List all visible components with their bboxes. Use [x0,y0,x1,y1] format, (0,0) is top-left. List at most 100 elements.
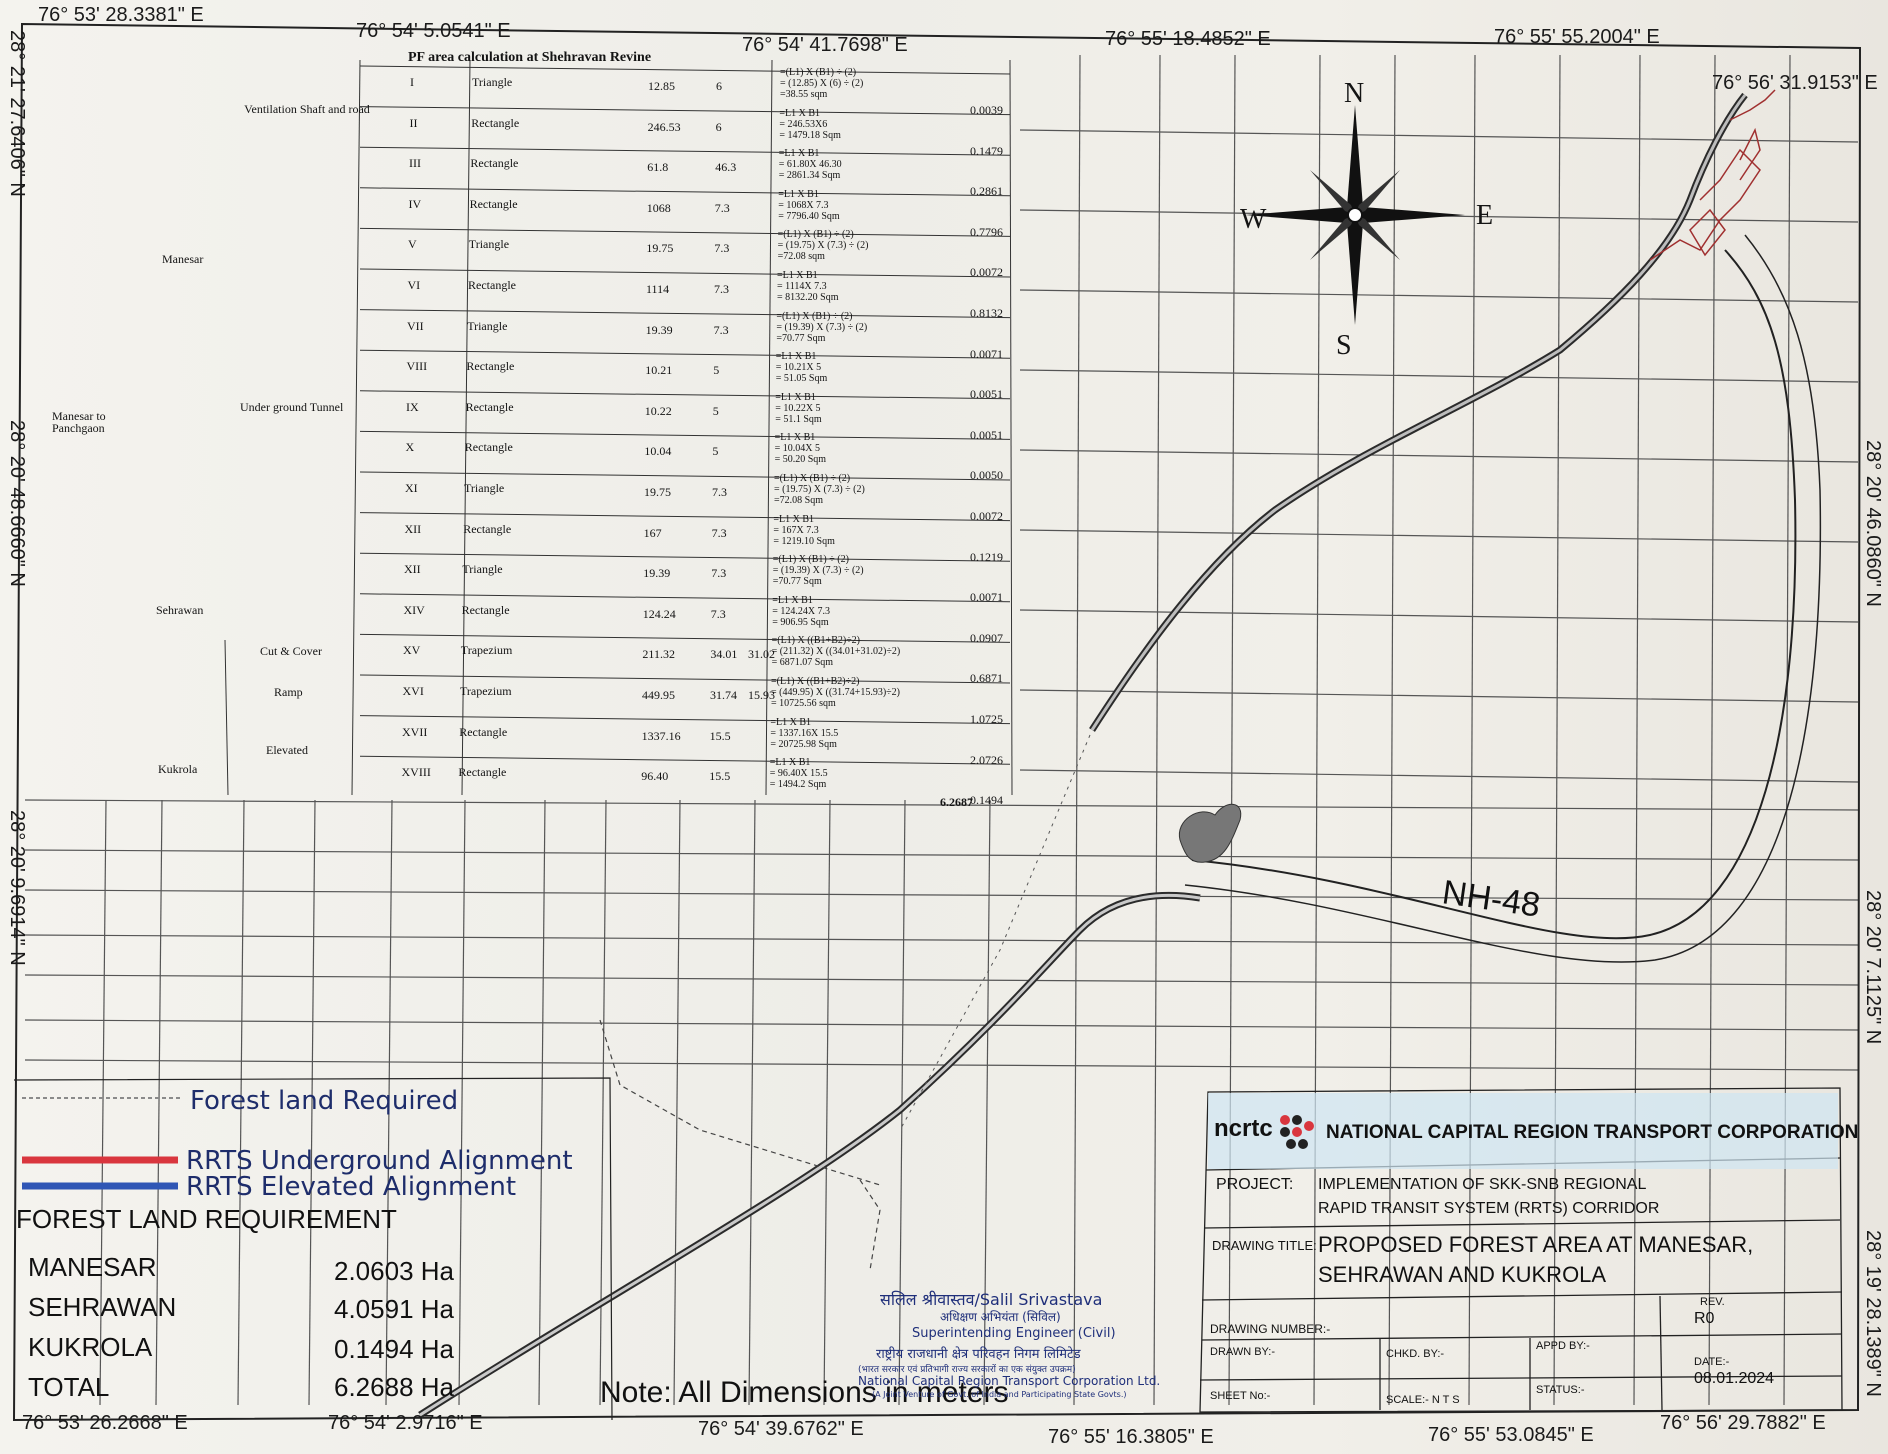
coord-bottom-5: 76° 55' 53.0845" E [1428,1424,1594,1446]
pf-row-line [359,674,1011,684]
pf-row-calc: = 6871.07 Sqm [771,657,834,669]
pf-row-calc: = 10.04X 5 [774,443,820,455]
pf-row-line [359,633,1011,643]
project-label: PROJECT: [1216,1176,1294,1193]
grid-v-line [538,799,546,1406]
pf-row-hectare: 0.6871 [970,671,1003,686]
pf-row-calc: =L1 X B1 [772,594,813,606]
compass-e: E [1476,200,1494,231]
grid-v-line [458,799,466,1406]
pf-row-b1: 7.3 [714,241,730,256]
label-elevated: Elevated [266,743,308,757]
pf-row-b1: 5 [713,363,720,378]
pf-row-calc: = 10.22X 5 [775,402,821,414]
pf-row-b2: 15.93 [748,688,775,702]
drawing-number-label: DRAWING NUMBER:- [1210,1322,1331,1336]
pf-row-no: XVII [402,724,428,739]
grid-h-line [24,849,1859,861]
grid-h-line [24,934,1859,946]
pf-row-calc: = 906.95 Sqm [772,616,829,628]
forest-patch [1178,803,1242,863]
grid-v-line [1468,54,1476,1406]
pf-row-b1: 6 [715,119,722,134]
grid-v-line [308,799,316,1406]
pf-row-no: II [409,115,418,130]
pf-row-calc: = 2861.34 Sqm [778,170,841,182]
grid-h-line [24,889,1859,901]
pf-row-calc: =72.08 Sqm [774,495,823,506]
pf-row-line [359,552,1011,562]
grid-v-line [673,799,681,1406]
forest-total-name: TOTAL [28,1372,110,1402]
pf-row-shape: Rectangle [459,724,508,739]
label-kukrola: Kukrola [158,762,198,776]
pf-row-no: III [409,156,421,171]
date-label: DATE:- [1694,1356,1730,1368]
forest-requirement-title: FOREST LAND REQUIREMENT [16,1204,397,1234]
pf-row-length: 211.32 [642,647,675,662]
compass-rose [1245,105,1465,325]
coord-right-2: 28° 20' 7.1125" N [1862,890,1884,1045]
pf-row-shape: Rectangle [461,602,510,617]
pf-table-title: PF area calculation at Shehravan Revine [408,50,652,65]
pf-row-hectare: 0.0071 [970,346,1003,361]
signature-org-hindi: राष्ट्रीय राजधानी क्षेत्र परिवहन निगम लि… [876,1347,1081,1362]
pf-row-no: V [408,237,417,252]
coord-bottom-3: 76° 54' 39.6762" E [698,1418,864,1440]
pf-row-calc: = 10.21X 5 [775,362,822,374]
coord-left-2: 28° 20' 48.6660" N [6,420,28,587]
pf-row-line [359,430,1011,440]
pf-row-line [359,106,1011,116]
pf-row-length: 19.75 [646,241,674,256]
title-block-header-bg [1208,1093,1838,1169]
rev-label: REV. [1700,1296,1725,1308]
settlement-cluster [1649,89,1776,261]
pf-row-no: VIII [406,359,428,374]
pf-row-calc: = 1114X 7.3 [777,281,827,292]
coord-top-5: 76° 55' 55.2004" E [1494,26,1660,48]
coord-top-4: 76° 55' 18.4852" E [1105,28,1271,50]
pf-row-line [359,187,1011,197]
pf-row-hectare: 1.0725 [970,712,1003,726]
sheet-no-label: SHEET No:- [1210,1390,1271,1402]
pf-row-line [359,715,1011,725]
grid-v-line [1073,54,1081,1406]
forest-total-value: 6.2688 Ha [334,1372,454,1402]
pf-row-hectare: 0.1479 [970,143,1003,158]
coord-left-1: 28° 21' 27.6406" N [6,30,28,197]
pf-row-calc: =(L1) X (B1) ÷ (2) [774,473,851,484]
pf-row-b1: 34.01 [710,647,738,662]
pf-row-hectare: 2.0726 [970,752,1003,767]
pf-row-calc: = (19.39) X (7.3) ÷ (2) [772,565,864,577]
legend-underground-label: RRTS Underground Alignment [186,1146,573,1176]
grid-v-line [1708,54,1716,1406]
pf-row-calc: = 61.80X 46.30 [778,159,842,171]
grid-h-line [1019,449,1859,463]
grid-v-line [983,799,991,1406]
chkd-by-label: CHKD. BY:- [1386,1348,1445,1360]
ncrtc-logo-dots [1280,1115,1314,1149]
forest-manesar-name: MANESAR [28,1252,157,1282]
pf-row-calc: =72.08 sqm [777,251,825,263]
pf-row-shape: Rectangle [458,765,507,780]
pf-row-calc: = 1337.16X 15.5 [770,727,839,739]
pf-row-hectare: 0.0071 [970,590,1003,605]
pf-row-shape: Trapezium [460,643,513,658]
pf-row-length: 10.22 [644,403,672,418]
pf-row-line [359,755,1011,765]
pf-row-hectare: 0.1219 [970,549,1003,564]
sheet-border [12,22,1862,1422]
grid-v-line [237,799,245,1406]
coord-top-2: 76° 54' 5.0541" E [356,20,511,42]
pf-row-no: VII [407,318,424,333]
pf-row-line [359,227,1011,237]
pf-row-line [359,471,1011,481]
pf-row-calc: = (12.85) X (6) ÷ (2) [780,78,864,89]
pf-row-shape: Rectangle [466,359,515,374]
pf-row-calc: =L1 X B1 [773,513,815,525]
drawn-by-label: DRAWN BY:- [1210,1346,1275,1358]
coord-top-6: 76° 56' 31.9153" E [1712,72,1878,94]
pf-row-length: 10.21 [645,363,673,378]
pf-row-shape: Trapezium [460,684,512,698]
pf-row-calc: =L1 X B1 [775,391,816,403]
